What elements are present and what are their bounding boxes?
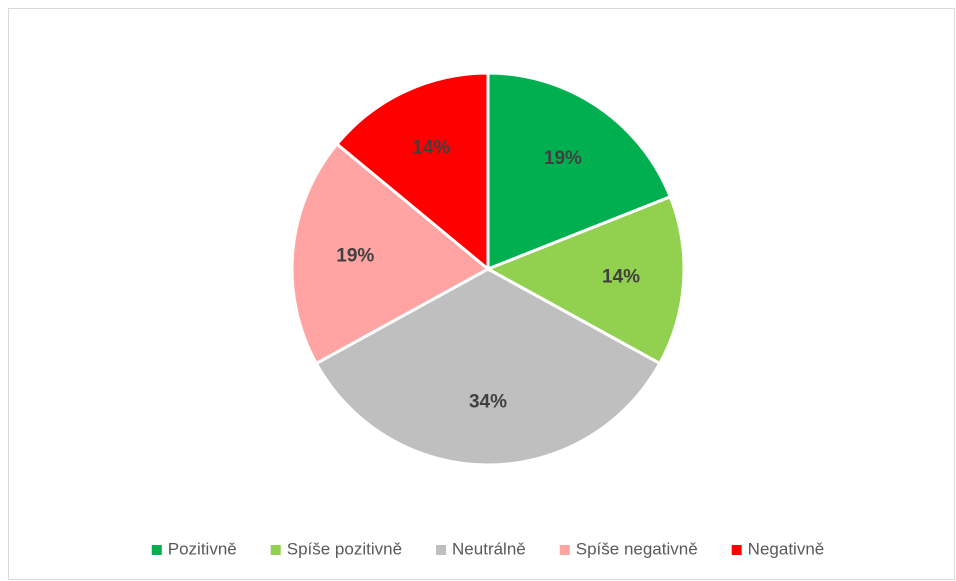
legend-label: Pozitivně [168, 539, 237, 558]
legend-label: Spíše negativně [576, 539, 698, 558]
data-label: 19% [544, 148, 582, 169]
legend-marker [151, 545, 162, 555]
legend-label: Negativně [748, 539, 825, 558]
pie-slice [334, 71, 490, 273]
legend-marker [731, 545, 742, 555]
pie-slice [486, 71, 673, 272]
data-label: 34% [469, 391, 507, 412]
data-label: 19% [336, 245, 374, 266]
legend-label: Spíše pozitivně [287, 539, 402, 558]
pie-slice [314, 267, 662, 467]
legend-marker [436, 545, 447, 555]
legend-marker [559, 545, 570, 555]
legend-marker [270, 545, 281, 555]
data-label: 14% [412, 137, 450, 158]
data-label: 14% [602, 266, 640, 287]
pie-slice [290, 141, 491, 366]
pie-slice [484, 194, 686, 366]
legend-label: Neutrálně [452, 539, 526, 558]
